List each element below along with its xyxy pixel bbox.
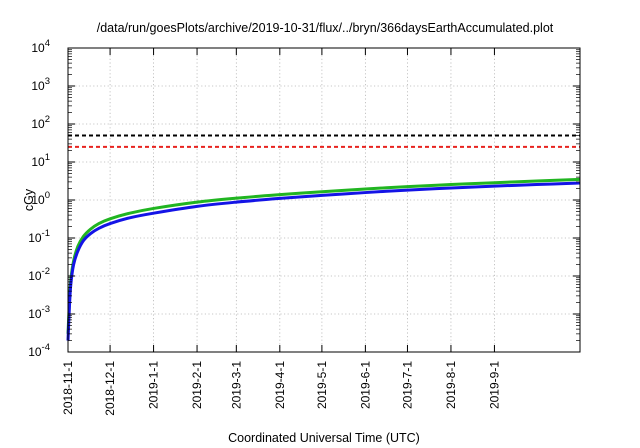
x-tick-label: 2019-6-1 (358, 361, 372, 409)
x-tick-label: 2018-12-1 (103, 361, 117, 416)
x-tick-label: 2019-5-1 (315, 361, 329, 409)
y-tick-label: 101 (31, 152, 50, 169)
x-tick-labels: 2018-11-1 2018-12-1 2019-1-1 2019-2-1 2019-3… (61, 361, 501, 416)
x-tick-label: 2018-11-1 (61, 361, 75, 415)
axis-ticks (67, 47, 580, 353)
y-tick-labels: 10-4 10-3 10-2 10-1 100 101 102 103 104 (28, 38, 50, 359)
x-tick-label: 2019-1-1 (147, 361, 161, 409)
reference-lines (68, 134, 580, 148)
y-tick-label: 10-1 (28, 228, 50, 245)
y-tick-label: 10-2 (28, 266, 50, 283)
y-tick-label: 100 (31, 190, 50, 207)
chart-title: /data/run/goesPlots/archive/2019-10-31/f… (97, 21, 554, 35)
x-tick-label: 2019-9-1 (487, 361, 501, 409)
series-lines (66, 177, 581, 341)
y-tick-label: 10-4 (28, 342, 50, 359)
y-tick-label: 102 (31, 114, 50, 131)
y-tick-label: 103 (31, 76, 50, 93)
x-tick-label: 2019-7-1 (400, 361, 414, 409)
series-line-2 (66, 181, 581, 341)
x-axis-label: Coordinated Universal Time (UTC) (228, 431, 420, 445)
x-tick-label: 2019-3-1 (229, 361, 243, 409)
y-tick-label: 104 (31, 38, 50, 55)
x-tick-label: 2019-4-1 (273, 361, 287, 409)
x-tick-label: 2019-2-1 (190, 361, 204, 409)
x-tick-label: 2019-8-1 (444, 361, 458, 409)
y-axis-label: cGy (22, 188, 36, 211)
y-tick-label: 10-3 (28, 304, 50, 321)
series-line-1 (66, 177, 581, 334)
grid (68, 48, 580, 352)
